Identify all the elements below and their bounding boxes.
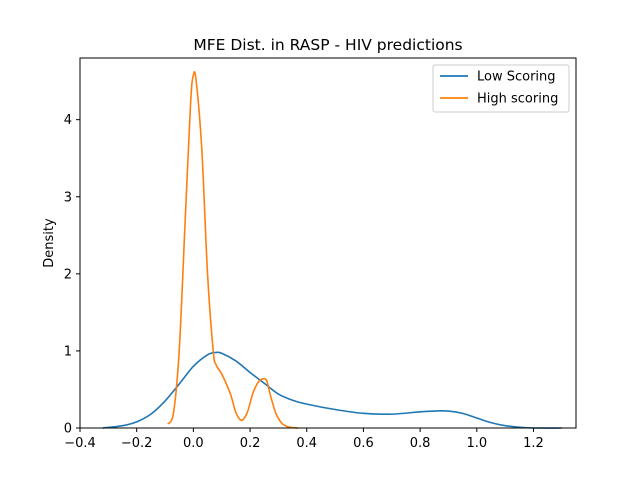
x-tick-label: 0.8 — [410, 436, 431, 451]
x-axis: −0.4 −0.2 0.0 0.2 0.4 0.6 0.8 1.0 1.2 — [64, 428, 544, 451]
y-axis: 0 1 2 3 4 — [64, 113, 80, 437]
x-tick-label: 1.2 — [523, 436, 544, 451]
x-tick-label: −0.4 — [64, 436, 96, 451]
y-tick-label: 4 — [64, 113, 72, 128]
series-line-high-scoring — [167, 71, 299, 429]
plot-frame — [79, 57, 577, 429]
y-tick-label: 2 — [64, 267, 72, 282]
legend-label-high-scoring: High scoring — [477, 92, 558, 107]
y-axis-label: Density — [42, 218, 57, 268]
legend: Low Scoring High scoring — [432, 64, 570, 113]
x-tick-label: 0.0 — [183, 436, 204, 451]
chart-title: MFE Dist. in RASP - HIV predictions — [193, 36, 462, 54]
x-tick-label: 0.4 — [296, 436, 317, 451]
y-tick-label: 1 — [64, 344, 72, 359]
x-tick-label: 1.0 — [466, 436, 487, 451]
x-tick-label: −0.2 — [121, 436, 153, 451]
x-tick-label: 0.2 — [240, 436, 261, 451]
series-line-low-scoring — [102, 351, 562, 429]
y-tick-label: 3 — [64, 190, 72, 205]
legend-label-low-scoring: Low Scoring — [477, 70, 556, 85]
y-tick-label: 0 — [64, 422, 72, 437]
x-tick-label: 0.6 — [353, 436, 374, 451]
plot-area — [102, 71, 562, 429]
